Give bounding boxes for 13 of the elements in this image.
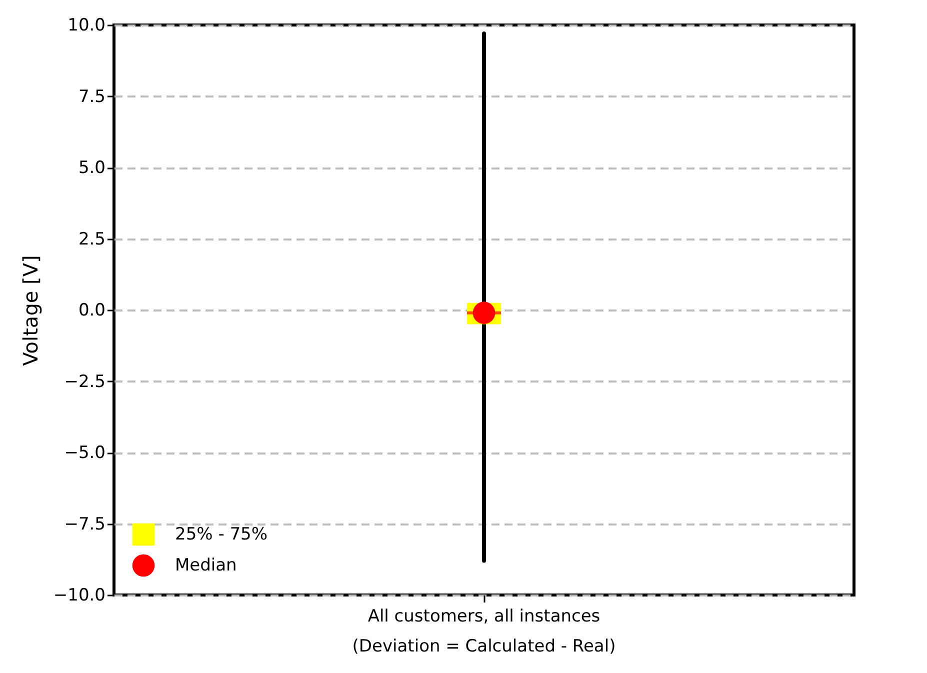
legend-label: 25% - 75% xyxy=(175,524,268,544)
y-tick-label: 10.0 xyxy=(68,16,106,36)
y-tick-label: −7.5 xyxy=(64,514,106,534)
y-tick-label: −5.0 xyxy=(64,443,106,463)
y-tick-label: 0.0 xyxy=(78,300,106,320)
y-tick-label: 7.5 xyxy=(78,86,106,107)
legend-label: Median xyxy=(175,556,237,576)
y-axis-title: Voltage [V] xyxy=(18,255,42,366)
x-tick-label: All customers, all instances (Deviation = Calculated - Real) xyxy=(352,606,616,656)
y-tick-label: −2.5 xyxy=(64,372,106,392)
y-tick-label: −10.0 xyxy=(53,586,106,606)
y-tick-label: 5.0 xyxy=(78,158,106,178)
y-tick-label: 2.5 xyxy=(78,229,106,250)
